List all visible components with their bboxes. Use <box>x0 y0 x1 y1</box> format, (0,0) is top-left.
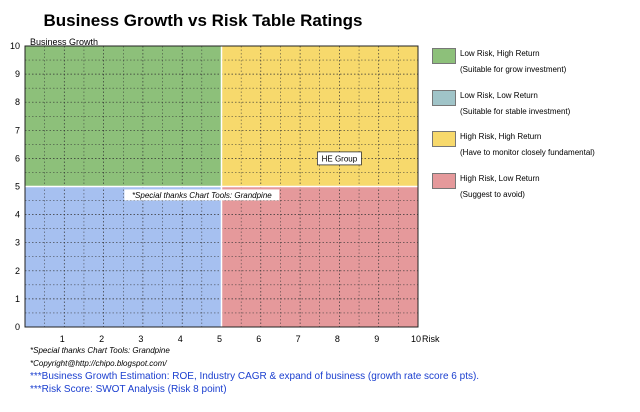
copyright-note: *Copyright@http://chipo.blogspot.com/ <box>30 359 167 368</box>
chart-title: Business Growth vs Risk Table Ratings <box>44 11 363 30</box>
x-tick-label: 3 <box>138 334 143 344</box>
x-tick-label: 10 <box>411 334 421 344</box>
y-tick-label: 0 <box>15 322 20 332</box>
x-tick-label: 4 <box>178 334 183 344</box>
risk-score-note: ***Risk Score: SWOT Analysis (Risk 8 poi… <box>30 384 227 395</box>
x-tick-label: 8 <box>335 334 340 344</box>
y-tick-label: 5 <box>15 182 20 192</box>
data-point-label: HE Group <box>322 154 358 163</box>
x-tick-label: 9 <box>374 334 379 344</box>
legend-sublabel: (Have to monitor closely fundamental) <box>460 148 595 157</box>
legend-swatch <box>432 131 456 147</box>
x-tick-label: 5 <box>217 334 222 344</box>
y-axis-label: Business Growth <box>30 37 98 47</box>
plot-frame <box>24 45 419 328</box>
legend-sublabel: (Suggest to avoid) <box>460 190 525 199</box>
legend-sublabel: (Suitable for grow investment) <box>460 65 567 74</box>
y-tick-label: 9 <box>15 69 20 79</box>
legend-label: Low Risk, High Return <box>460 49 540 58</box>
y-tick-label: 4 <box>15 210 20 220</box>
y-tick-label: 3 <box>15 238 20 248</box>
annotation-text: *Special thanks Chart Tools: Grandpine <box>132 191 272 200</box>
annotation-box <box>124 189 280 201</box>
y-tick-label: 2 <box>15 266 20 276</box>
y-tick-label: 10 <box>10 41 20 51</box>
x-tick-label: 2 <box>99 334 104 344</box>
y-tick-label: 1 <box>15 294 20 304</box>
growth-estimation-note: ***Business Growth Estimation: ROE, Indu… <box>30 371 480 382</box>
legend-swatch <box>432 173 456 189</box>
legend-label: Low Risk, Low Return <box>460 91 538 100</box>
x-axis-label: Risk <box>422 334 440 344</box>
legend-label: High Risk, Low Return <box>460 174 540 183</box>
x-tick-label: 6 <box>256 334 261 344</box>
y-tick-label: 6 <box>15 153 20 163</box>
legend-swatch <box>432 90 456 106</box>
legend-sublabel: (Suitable for stable investment) <box>460 107 571 116</box>
y-tick-label: 8 <box>15 97 20 107</box>
legend-label: High Risk, High Return <box>460 132 542 141</box>
y-tick-label: 7 <box>15 125 20 135</box>
legend-swatch <box>432 48 456 64</box>
data-point-box <box>316 151 362 166</box>
x-tick-label: 7 <box>296 334 301 344</box>
x-tick-label: 1 <box>60 334 65 344</box>
thanks-note: *Special thanks Chart Tools: Grandpine <box>30 346 170 355</box>
